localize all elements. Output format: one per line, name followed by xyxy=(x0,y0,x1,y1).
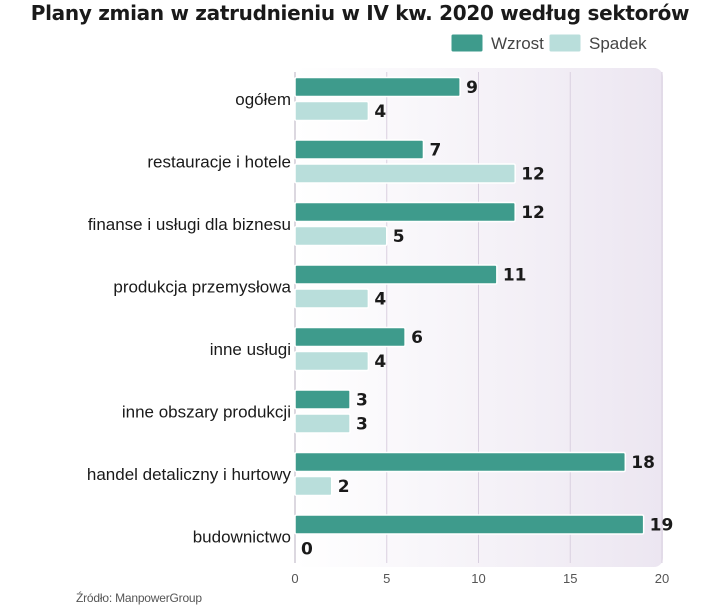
legend-label: Spadek xyxy=(589,34,647,53)
category-label: produkcja przemysłowa xyxy=(113,278,291,297)
bar-wzrost xyxy=(294,451,627,473)
x-tick-label: 0 xyxy=(291,571,298,586)
data-label: 7 xyxy=(429,141,441,161)
category-label: inne obszary produkcji xyxy=(122,403,291,422)
data-label: 4 xyxy=(374,352,386,372)
data-label: 12 xyxy=(521,165,545,185)
category-label: handel detaliczny i hurtowy xyxy=(87,465,292,484)
category-label: restauracje i hotele xyxy=(147,153,291,172)
bar-spadek xyxy=(294,350,370,372)
bar-spadek xyxy=(294,288,370,309)
data-label: 12 xyxy=(521,203,545,223)
chart-title: Plany zmian w zatrudnieniu w IV kw. 2020… xyxy=(30,1,690,25)
bar-wzrost xyxy=(294,76,461,98)
bar-wzrost xyxy=(294,139,425,160)
data-label: 19 xyxy=(650,516,674,536)
bar-spadek xyxy=(294,225,388,247)
legend-label: Wzrost xyxy=(491,34,544,53)
data-label: 3 xyxy=(356,415,368,435)
bar-spadek xyxy=(294,163,516,184)
data-label: 11 xyxy=(503,266,527,286)
category-label: budownictwo xyxy=(193,528,291,547)
data-label: 0 xyxy=(301,540,313,560)
legend: Wzrost Spadek xyxy=(450,33,647,53)
x-tick-label: 5 xyxy=(383,571,390,586)
x-tick-label: 15 xyxy=(563,571,577,586)
legend-swatch-spadek xyxy=(548,33,582,53)
x-tick-label: 20 xyxy=(655,571,669,586)
data-label: 4 xyxy=(374,290,386,310)
category-label: finanse i usługi dla biznesu xyxy=(88,215,291,234)
data-label: 3 xyxy=(356,391,368,411)
bar-wzrost xyxy=(294,201,516,223)
bar-wzrost xyxy=(294,326,406,348)
bar-spadek xyxy=(294,100,370,122)
bar-spadek xyxy=(294,413,351,434)
data-label: 9 xyxy=(466,78,478,98)
data-label: 4 xyxy=(374,102,386,122)
category-label: inne usługi xyxy=(210,340,291,359)
chart-source: Źródło: ManpowerGroup xyxy=(76,591,202,605)
category-label: ogółem xyxy=(235,90,291,109)
data-label: 6 xyxy=(411,328,423,348)
bar-wzrost xyxy=(294,514,645,535)
x-tick-label: 10 xyxy=(471,571,485,586)
legend-swatch-wzrost xyxy=(450,33,484,53)
data-label: 18 xyxy=(631,453,655,473)
data-label: 2 xyxy=(338,477,350,497)
bar-wzrost xyxy=(294,264,498,285)
bar-wzrost xyxy=(294,389,351,410)
data-label: 5 xyxy=(393,227,405,247)
bar-spadek xyxy=(294,475,333,497)
